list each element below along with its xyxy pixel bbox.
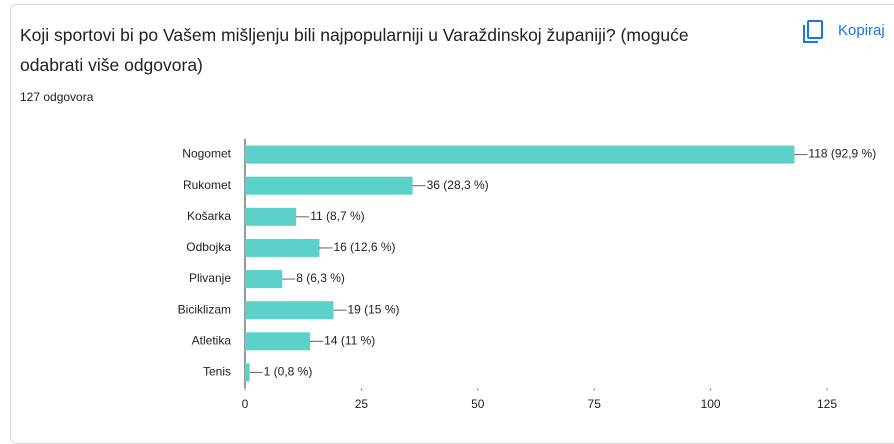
copy-icon[interactable] — [803, 20, 823, 43]
bar — [245, 270, 283, 289]
x-tick-label: 100 — [701, 397, 721, 411]
bar — [245, 332, 311, 351]
value-label: 36 (28,3 %) — [427, 178, 489, 192]
x-tick-label: 50 — [471, 397, 485, 411]
y-tick-label: Nogomet — [182, 147, 231, 161]
value-label: 16 (12,6 %) — [333, 240, 395, 254]
value-label: 19 (15 %) — [347, 302, 399, 316]
value-label: 14 (11 %) — [324, 333, 375, 347]
bar — [245, 176, 413, 195]
response-count: 127 odgovora — [20, 90, 94, 104]
copy-button[interactable]: Kopiraj — [838, 22, 885, 39]
value-label: 8 (6,3 %) — [296, 271, 345, 285]
x-tick-label: 25 — [355, 397, 369, 411]
y-tick-label: Plivanje — [189, 271, 231, 285]
y-tick-label: Odbojka — [186, 240, 231, 254]
y-tick-label: Košarka — [187, 209, 231, 223]
x-tick-label: 125 — [817, 397, 837, 411]
value-label: 118 (92,9 %) — [808, 147, 876, 161]
x-tick-label: 0 — [242, 397, 249, 411]
bar — [245, 145, 795, 164]
value-label: 1 (0,8 %) — [264, 365, 313, 379]
chart: 0 25 50 75 100 125 Nogomet 118 (92,9 %) Rukomet 3… — [178, 20, 876, 411]
y-tick-label: Rukomet — [183, 178, 232, 192]
y-tick-label: Tenis — [203, 365, 231, 379]
bar — [245, 301, 334, 320]
value-label: 11 (8,7 %) — [310, 209, 364, 223]
y-tick-label: Biciklizam — [178, 302, 231, 316]
bar — [245, 363, 250, 382]
bar — [245, 238, 320, 257]
page: {"chart_data": {"type": "bar", "orientat… — [10, 4, 894, 444]
y-tick-label: Atletika — [192, 333, 232, 347]
bar — [245, 207, 297, 226]
chart-title: Koji sportovi bi po Vašem mišljenju bili… — [20, 25, 689, 75]
x-tick-label: 75 — [588, 397, 602, 411]
